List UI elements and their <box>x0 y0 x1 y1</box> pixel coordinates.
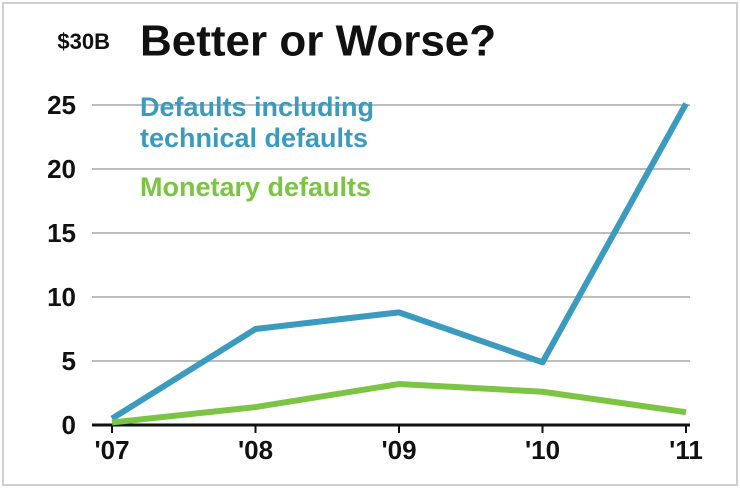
y-tick-label: 15 <box>47 218 76 248</box>
y-tick-label: 5 <box>62 346 76 376</box>
series-line <box>111 381 687 426</box>
series-line <box>110 102 689 422</box>
x-tick-label: '07 <box>94 435 129 465</box>
x-tick-label: '08 <box>238 435 273 465</box>
x-tick-label: '09 <box>381 435 416 465</box>
y-tick-label: 20 <box>47 154 76 184</box>
y-tick-label: 25 <box>47 90 76 120</box>
x-tick-label: '11 <box>669 435 703 465</box>
legend-entry: Monetary defaults <box>140 172 372 202</box>
y-tick-label: 10 <box>47 282 76 312</box>
y-tick-label: 0 <box>62 410 76 440</box>
y-tick-label: $30B <box>57 29 110 54</box>
x-tick-label: '10 <box>525 435 560 465</box>
chart-title: Better or Worse? <box>140 17 496 66</box>
legend-entry: Defaults including technical defaults <box>140 92 375 153</box>
